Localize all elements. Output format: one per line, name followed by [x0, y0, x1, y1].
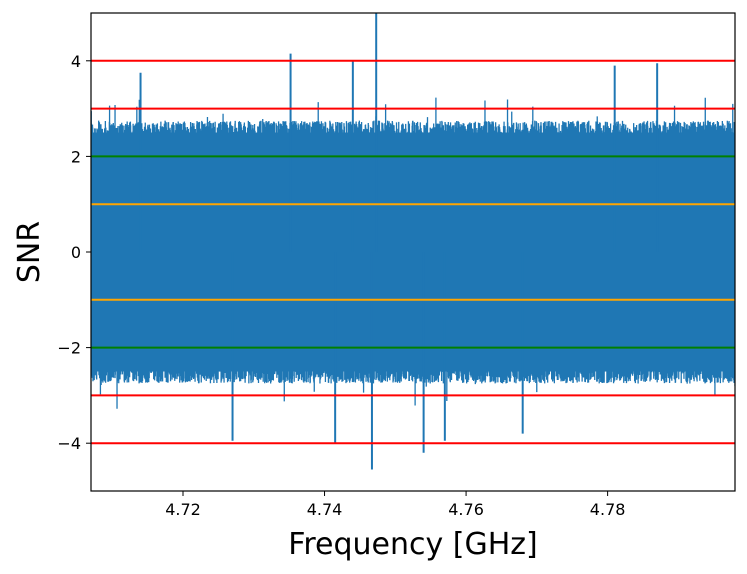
y-axis-label: SNR	[12, 221, 47, 283]
y-tick-label: 2	[71, 147, 81, 166]
series-layer	[91, 13, 735, 470]
y-tick-label: 0	[71, 243, 81, 262]
x-tick-label: 4.78	[590, 500, 626, 519]
x-tick-label: 4.72	[165, 500, 201, 519]
x-tick-label: 4.74	[307, 500, 343, 519]
y-tick-label: −4	[57, 434, 81, 453]
reference-lines	[91, 59, 735, 445]
y-tick-label: 4	[71, 52, 81, 71]
y-tick-label: −2	[57, 339, 81, 358]
x-axis-label: Frequency [GHz]	[288, 527, 537, 562]
y-axis-ticks: 4 2 0 −2 −4	[57, 52, 91, 453]
x-axis-ticks: 4.72 4.74 4.76 4.78	[165, 491, 625, 519]
x-tick-label: 4.76	[448, 500, 484, 519]
series-band	[91, 132, 735, 372]
